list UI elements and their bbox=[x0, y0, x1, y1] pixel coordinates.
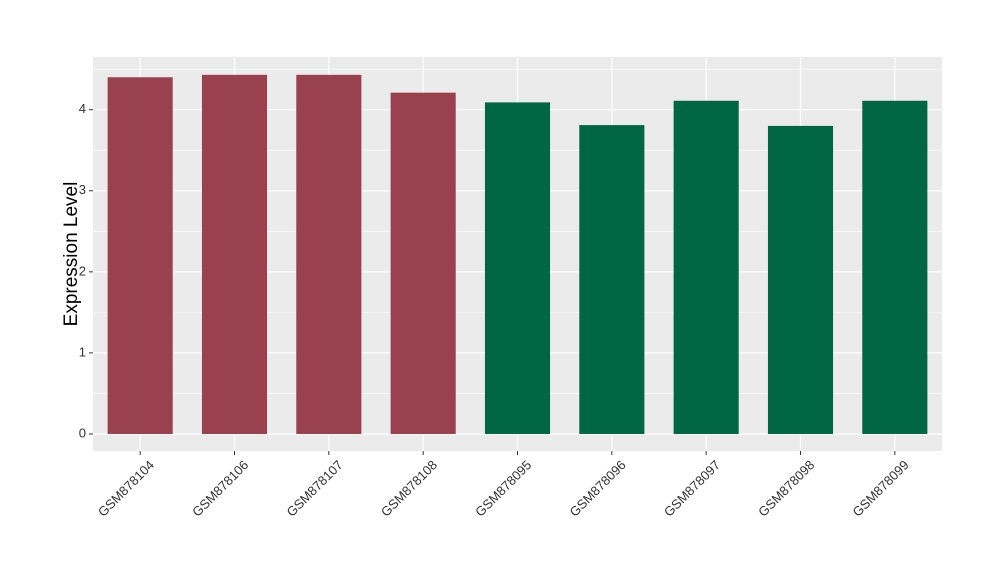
bar bbox=[862, 100, 928, 434]
y-tick-label: 1 bbox=[79, 344, 86, 359]
y-tick-label: 3 bbox=[79, 182, 86, 197]
x-tick-label: GSM878106 bbox=[189, 457, 251, 519]
x-tick-label: GSM878108 bbox=[378, 457, 440, 519]
x-tick-label: GSM878097 bbox=[661, 457, 723, 519]
bar bbox=[390, 92, 456, 434]
y-tick-label: 0 bbox=[79, 425, 86, 440]
x-tick-label: GSM878098 bbox=[755, 457, 817, 519]
bar bbox=[296, 74, 362, 434]
y-tick-label: 4 bbox=[79, 101, 86, 116]
x-tick-label: GSM878095 bbox=[472, 457, 534, 519]
bar bbox=[107, 77, 173, 434]
x-tick-label: GSM878104 bbox=[95, 457, 157, 519]
y-axis-title: Expression Level bbox=[61, 182, 82, 327]
x-tick-label: GSM878096 bbox=[567, 457, 629, 519]
y-tick-label: 2 bbox=[79, 263, 86, 278]
bar bbox=[579, 125, 645, 434]
x-tick-label: GSM878107 bbox=[284, 457, 346, 519]
bar bbox=[767, 125, 834, 434]
x-tick-label: GSM878099 bbox=[850, 457, 912, 519]
bar bbox=[201, 74, 268, 434]
bar bbox=[484, 102, 551, 434]
bar bbox=[673, 100, 739, 434]
